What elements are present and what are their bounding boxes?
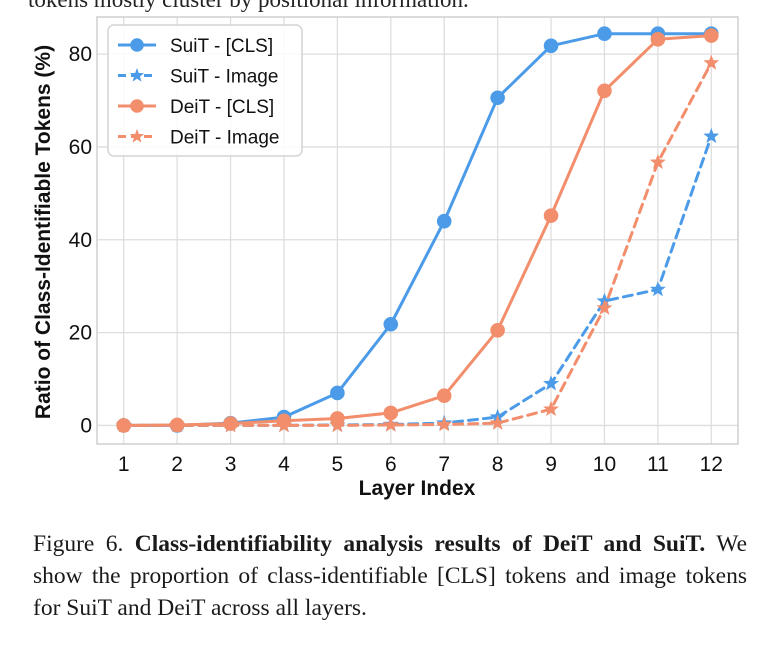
legend-marker-circle <box>130 38 144 52</box>
legend-label: SuiT - Image <box>170 67 278 88</box>
legend-marker-circle <box>130 99 144 113</box>
legend-marker-star <box>129 68 145 82</box>
y-tick-label: 80 <box>69 43 92 66</box>
legend-label: SuiT - [CLS] <box>170 36 273 57</box>
data-point-star <box>703 127 720 144</box>
data-point-circle <box>330 385 345 401</box>
x-tick-label: 11 <box>647 453 669 476</box>
series-line <box>122 134 713 427</box>
x-tick-label: 9 <box>545 453 557 476</box>
x-tick-label: 2 <box>171 453 183 476</box>
x-tick-label: 1 <box>118 453 130 476</box>
data-point-circle <box>436 388 452 404</box>
chart-series <box>115 26 720 433</box>
data-point-circle <box>650 31 666 47</box>
y-tick-label: 0 <box>80 414 92 437</box>
caption-body: We show the proportion of class-identifi… <box>33 531 748 621</box>
y-tick-label: 60 <box>69 136 92 159</box>
x-tick-label: 5 <box>332 453 344 476</box>
caption-label: Figure 6. <box>33 531 124 557</box>
data-point-circle <box>490 90 505 106</box>
data-point-circle <box>597 83 612 99</box>
data-point-circle <box>597 26 612 42</box>
legend-label: DeiT - [CLS] <box>170 97 274 118</box>
data-point-star <box>649 281 666 297</box>
data-point-star <box>596 299 613 315</box>
data-point-star <box>436 416 453 432</box>
data-point-star <box>276 417 292 433</box>
data-point-star <box>543 375 559 391</box>
y-axis-title: Ratio of Class-Identifiable Tokens (%) <box>32 45 55 419</box>
data-point-star <box>115 417 132 433</box>
legend-label: DeiT - Image <box>170 128 279 149</box>
x-axis-title: Layer Index <box>359 477 476 500</box>
series-line <box>122 34 713 427</box>
data-point-star <box>329 417 346 433</box>
data-point-circle <box>543 38 559 54</box>
figure-caption: Figure 6. Class-identifiability analysis… <box>33 528 747 624</box>
legend-marker-star <box>129 129 145 143</box>
data-point-circle <box>436 213 452 229</box>
plot-frame <box>96 16 739 445</box>
chart-legend: SuiT - [CLS] SuiT - Image DeiT - [CLS] DeiT… <box>107 24 303 157</box>
x-tick-label: 12 <box>700 453 723 476</box>
data-point-star <box>169 417 186 433</box>
y-tick-label: 40 <box>69 229 92 252</box>
data-point-star <box>543 400 559 416</box>
x-tick-label: 8 <box>492 453 504 476</box>
data-point-circle <box>703 28 719 43</box>
x-tick-label: 3 <box>225 453 237 476</box>
x-tick-label: 6 <box>385 453 397 476</box>
data-point-circle <box>490 322 505 338</box>
data-point-circle <box>543 208 559 223</box>
legend-box <box>107 24 303 157</box>
data-point-star <box>703 54 720 70</box>
data-point-star <box>382 416 399 432</box>
data-point-star <box>489 414 506 430</box>
y-tick-label: 20 <box>69 322 92 345</box>
x-tick-label: 7 <box>438 453 450 476</box>
data-point-circle <box>383 316 399 332</box>
series-line <box>122 61 713 427</box>
x-tick-label: 4 <box>278 453 290 476</box>
x-tick-label: 10 <box>593 453 616 476</box>
data-point-star <box>222 417 239 433</box>
preceding-text-line: tokens mostly cluster by positional info… <box>28 0 469 13</box>
caption-title: Class-identifiability analysis results o… <box>134 531 706 557</box>
data-point-star <box>649 153 666 170</box>
